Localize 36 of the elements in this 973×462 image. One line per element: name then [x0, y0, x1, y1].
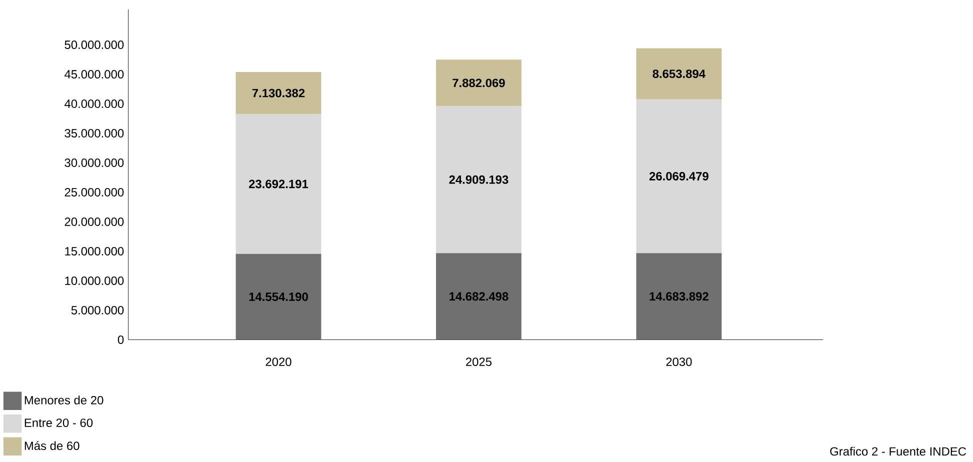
y-tick-label: 35.000.000 — [64, 128, 124, 138]
y-tick-label: 5.000.000 — [71, 306, 124, 314]
text: Grafico 2 - Fuente INDEC — [830, 446, 966, 456]
bar — [436, 60, 522, 106]
y-tick-label: 45.000.000 — [64, 70, 124, 78]
legend-label: Entre 20 - 60 — [24, 418, 93, 427]
data-label: 14.682.498 — [450, 292, 508, 301]
data-label: 24.909.193 — [449, 175, 508, 184]
data-label: 23.692.191 — [248, 180, 308, 188]
bar — [636, 253, 722, 340]
x-tick-label: 2025 — [466, 358, 492, 366]
y-tick-label: 15.000.000 — [65, 246, 124, 256]
x-tick-label: 2030 — [666, 358, 692, 366]
data-label: 26.069.479 — [649, 172, 708, 180]
y-tick-label: 50.000.000 — [64, 40, 124, 49]
data-label: 14.554.190 — [249, 292, 308, 301]
bar — [436, 106, 522, 254]
y-tick-label: 40.000.000 — [64, 99, 124, 108]
y-tick-label: 10.000.000 — [65, 276, 124, 285]
y-tick-label: 0 — [118, 335, 124, 344]
data-label: 8.653.894 — [652, 70, 706, 78]
legend-label: Menores de 20 — [24, 396, 104, 404]
y-tick-label: 20.000.000 — [64, 217, 124, 226]
bar — [236, 72, 322, 114]
data-label: 7.882.069 — [452, 78, 505, 88]
bar — [436, 253, 522, 340]
bar — [636, 48, 722, 100]
data-label: 7.130.382 — [252, 88, 305, 98]
legend-label: Más de 60 — [24, 441, 80, 450]
data-label: 14.683.892 — [650, 292, 708, 301]
x-tick-label: 2020 — [266, 358, 292, 366]
y-tick-label: 30.000.000 — [64, 158, 124, 167]
y-tick-label: 25.000.000 — [64, 188, 124, 196]
bar — [636, 99, 722, 254]
bar — [236, 114, 322, 254]
bar — [236, 254, 322, 340]
